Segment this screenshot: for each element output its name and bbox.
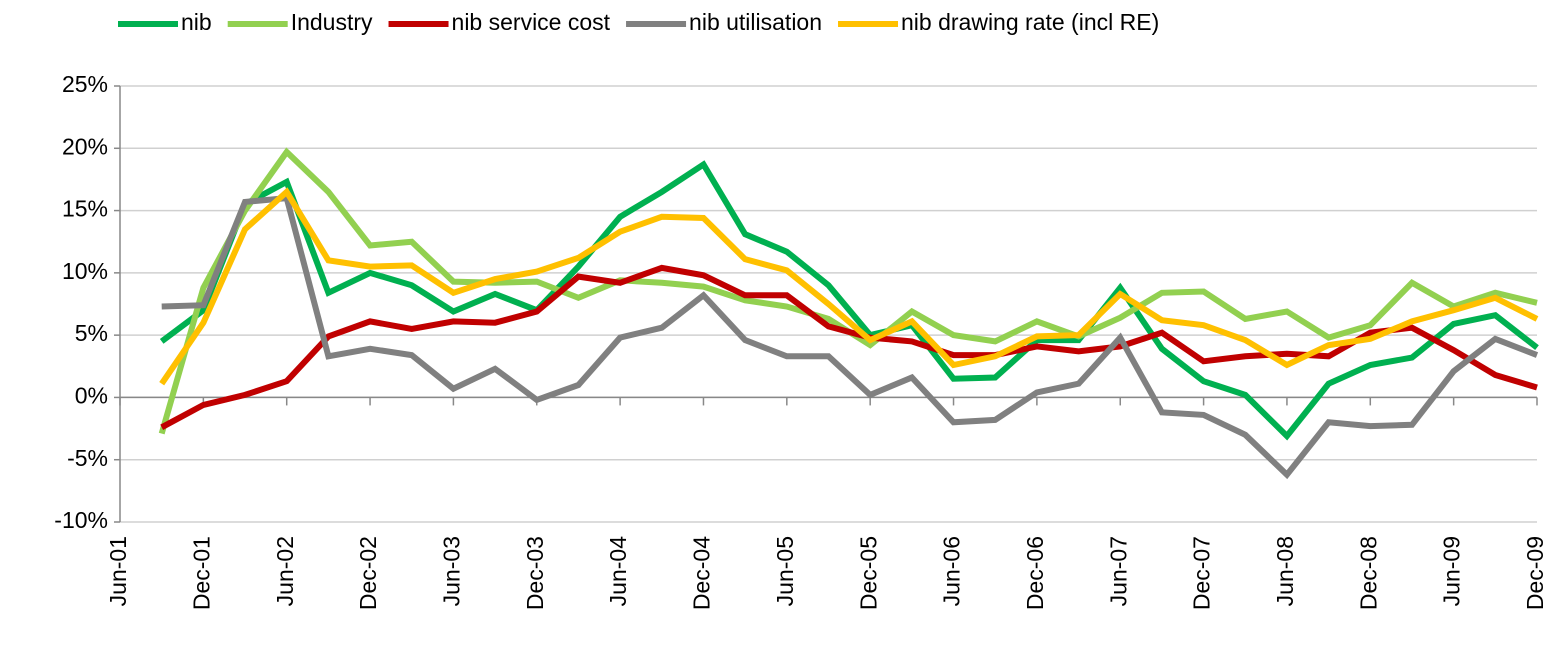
y-tick-label: -5% (67, 445, 108, 471)
x-tick-label: Dec-06 (1022, 536, 1048, 610)
y-tick-label: 20% (62, 133, 108, 159)
x-tick-label: Dec-09 (1522, 536, 1548, 610)
legend-label: Industry (291, 9, 373, 35)
x-tick-label: Jun-08 (1272, 536, 1298, 606)
x-tick-label: Dec-03 (522, 536, 548, 610)
x-tick-label: Dec-08 (1355, 536, 1381, 610)
y-tick-label: 10% (62, 258, 108, 284)
x-tick-label: Jun-07 (1105, 536, 1131, 606)
y-tick-label: 0% (75, 383, 108, 409)
x-tick-label: Dec-05 (855, 536, 881, 610)
x-tick-label: Jun-03 (438, 536, 464, 606)
legend-label: nib drawing rate (incl RE) (901, 9, 1159, 35)
x-tick-label: Dec-07 (1189, 536, 1215, 610)
y-tick-label: 25% (62, 71, 108, 97)
x-tick-label: Jun-02 (272, 536, 298, 606)
x-tick-label: Dec-01 (188, 536, 214, 610)
x-tick-label: Jun-09 (1439, 536, 1465, 606)
y-tick-label: -10% (54, 507, 108, 533)
x-tick-label: Dec-02 (355, 536, 381, 610)
y-tick-label: 5% (75, 320, 108, 346)
legend-label: nib utilisation (689, 9, 822, 35)
x-tick-label: Jun-04 (605, 536, 631, 607)
x-tick-label: Jun-05 (772, 536, 798, 606)
series-line (159, 160, 1539, 441)
series-line (159, 187, 1539, 386)
x-tick-label: Jun-01 (105, 536, 131, 606)
legend-label: nib (181, 9, 212, 35)
x-tick-label: Dec-04 (689, 536, 715, 610)
x-tick-label: Jun-06 (939, 536, 965, 606)
series-line (158, 147, 1538, 435)
y-tick-label: 15% (62, 196, 108, 222)
legend-label: nib service cost (452, 9, 611, 35)
series-line (161, 194, 1539, 480)
